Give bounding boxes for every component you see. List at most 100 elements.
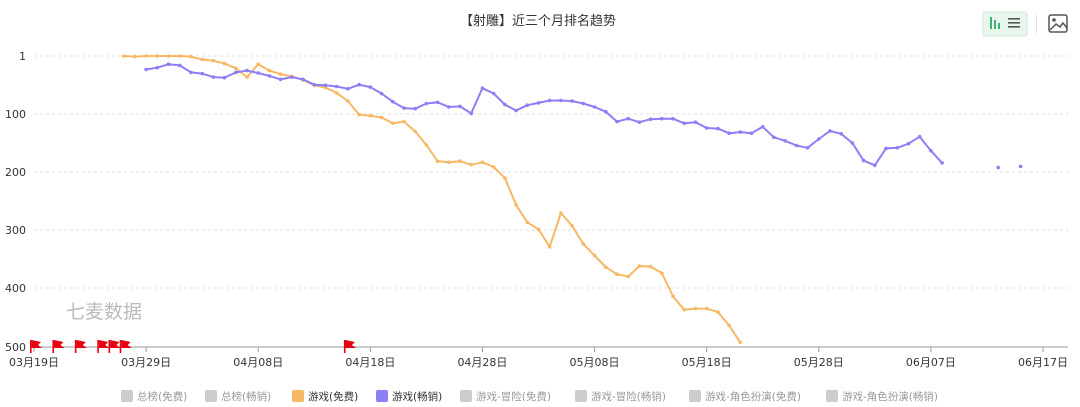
data-point[interactable] [873, 163, 877, 168]
data-point[interactable] [447, 105, 451, 109]
data-point[interactable] [379, 91, 384, 96]
data-point[interactable] [559, 98, 563, 103]
data-point[interactable] [503, 102, 507, 107]
data-point[interactable] [368, 85, 373, 89]
data-point[interactable] [906, 141, 911, 146]
data-point[interactable] [536, 101, 541, 105]
data-point[interactable] [222, 75, 227, 80]
data-point[interactable] [671, 116, 675, 121]
data-point[interactable] [604, 109, 608, 114]
data-point[interactable] [581, 101, 586, 106]
legend-item[interactable]: 总榜(畅销) [205, 390, 271, 403]
data-point[interactable] [637, 264, 642, 268]
data-point[interactable] [256, 62, 261, 66]
data-point[interactable] [727, 131, 731, 135]
data-point[interactable] [402, 106, 406, 110]
data-point[interactable] [704, 306, 709, 311]
data-point[interactable] [245, 75, 249, 79]
data-point[interactable] [391, 99, 395, 104]
data-point[interactable] [861, 158, 866, 163]
data-point[interactable] [525, 103, 530, 107]
legend-item[interactable]: 游戏-冒险(畅销) [575, 390, 666, 403]
data-point[interactable] [458, 104, 462, 109]
data-point[interactable] [424, 143, 429, 147]
data-point[interactable] [929, 148, 933, 153]
data-point[interactable] [514, 108, 518, 113]
data-point[interactable] [805, 146, 810, 150]
data-point[interactable] [682, 307, 686, 312]
data-point[interactable] [346, 87, 350, 91]
data-point[interactable] [884, 146, 888, 151]
data-point[interactable] [234, 66, 238, 71]
data-point[interactable] [1018, 164, 1023, 169]
data-point[interactable] [480, 86, 485, 90]
data-point[interactable] [155, 65, 160, 70]
data-point[interactable] [121, 54, 126, 58]
data-point[interactable] [491, 91, 496, 96]
flag-icon[interactable] [97, 340, 110, 353]
data-point[interactable] [682, 121, 686, 126]
data-point[interactable] [895, 146, 900, 150]
data-point[interactable] [469, 111, 474, 116]
data-point[interactable] [290, 75, 294, 79]
data-point[interactable] [738, 340, 743, 345]
data-point[interactable] [402, 119, 406, 124]
data-point[interactable] [615, 119, 619, 124]
data-point[interactable] [278, 72, 283, 76]
data-point[interactable] [716, 310, 720, 314]
data-point[interactable] [615, 272, 619, 277]
legend-item[interactable]: 游戏(畅销) [376, 390, 442, 403]
data-point[interactable] [357, 112, 361, 117]
flag-icon[interactable] [74, 340, 87, 353]
data-point[interactable] [581, 242, 586, 246]
data-point[interactable] [794, 143, 799, 148]
data-point[interactable] [413, 106, 418, 111]
data-point[interactable] [626, 274, 630, 279]
data-point[interactable] [323, 83, 328, 88]
data-point[interactable] [660, 271, 664, 275]
flag-icon[interactable] [119, 340, 132, 353]
data-point[interactable] [435, 100, 440, 105]
data-point[interactable] [749, 131, 754, 135]
data-point[interactable] [536, 227, 541, 232]
data-point[interactable] [817, 137, 821, 141]
flag-icon[interactable] [108, 340, 121, 353]
data-point[interactable] [346, 99, 350, 103]
data-point[interactable] [278, 77, 283, 82]
data-point[interactable] [379, 115, 384, 120]
data-point[interactable] [940, 161, 944, 165]
data-point[interactable] [660, 116, 664, 121]
data-point[interactable] [637, 120, 642, 124]
legend-item[interactable]: 游戏-角色扮演(畅销) [826, 390, 938, 403]
data-point[interactable] [491, 165, 496, 169]
legend-item[interactable]: 总榜(免费) [121, 390, 187, 403]
data-point[interactable] [144, 54, 148, 58]
data-point[interactable] [626, 116, 630, 121]
data-point[interactable] [166, 54, 171, 58]
data-point[interactable] [693, 306, 698, 311]
data-point[interactable] [738, 130, 743, 134]
data-point[interactable] [189, 70, 193, 75]
data-point[interactable] [211, 75, 216, 79]
data-point[interactable] [267, 68, 272, 73]
data-point[interactable] [693, 120, 698, 124]
data-point[interactable] [413, 129, 418, 134]
save-image-icon[interactable] [1048, 14, 1068, 33]
data-point[interactable] [211, 58, 216, 63]
data-point[interactable] [301, 77, 305, 82]
data-point[interactable] [783, 139, 787, 143]
data-point[interactable] [357, 82, 361, 87]
data-point[interactable] [604, 265, 608, 270]
data-point[interactable] [514, 203, 518, 207]
data-point[interactable] [648, 264, 653, 269]
legend-item[interactable]: 游戏-冒险(免费) [460, 390, 551, 403]
data-point[interactable] [547, 98, 552, 103]
data-point[interactable] [503, 176, 507, 180]
data-point[interactable] [760, 125, 765, 129]
data-point[interactable] [177, 63, 182, 68]
flag-icon[interactable] [343, 340, 356, 353]
data-point[interactable] [267, 74, 272, 78]
data-point[interactable] [334, 91, 339, 95]
data-point[interactable] [234, 70, 238, 75]
data-point[interactable] [772, 135, 776, 140]
